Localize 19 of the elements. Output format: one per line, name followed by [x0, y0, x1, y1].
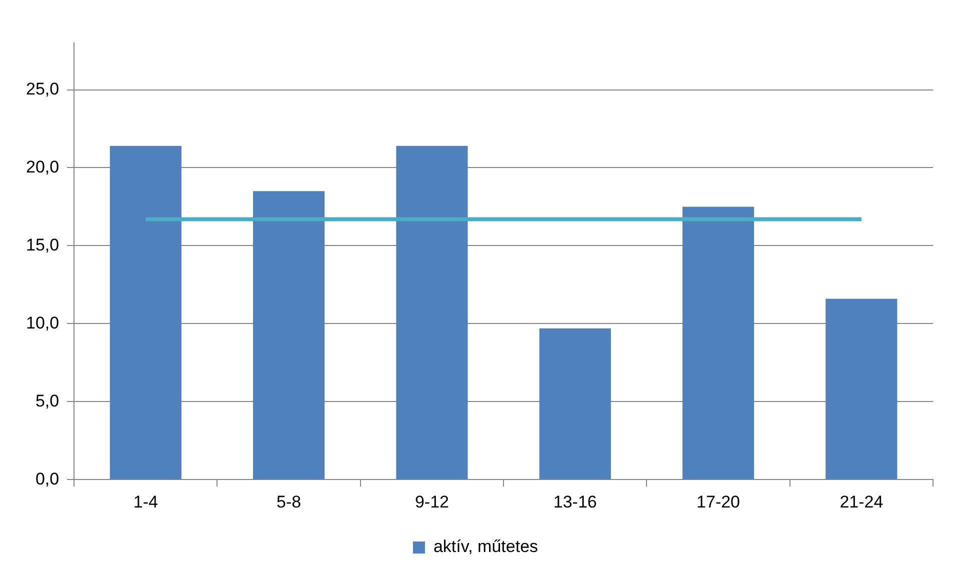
x-tick-label: 1-4	[133, 492, 158, 512]
bar	[682, 206, 754, 480]
y-tick-label: 15,0	[26, 235, 60, 254]
x-tick-label: 9-12	[414, 492, 449, 512]
y-tick-label: 0,0	[35, 469, 60, 488]
bar	[539, 328, 611, 480]
y-tick-label: 25,0	[26, 79, 60, 98]
x-tick-label: 5-8	[276, 492, 302, 512]
bar	[110, 146, 182, 480]
x-tick-label: 17-20	[696, 492, 740, 512]
bar	[396, 146, 468, 480]
y-tick-label: 20,0	[26, 157, 60, 176]
bar	[253, 191, 325, 480]
x-tick-label: 13-16	[553, 492, 597, 512]
x-tick-label: 21-24	[840, 492, 884, 512]
y-tick-label: 10,0	[26, 313, 60, 332]
legend-label: aktív, műtetes	[433, 537, 538, 556]
y-tick-label: 5,0	[35, 391, 60, 410]
bar	[826, 298, 898, 480]
